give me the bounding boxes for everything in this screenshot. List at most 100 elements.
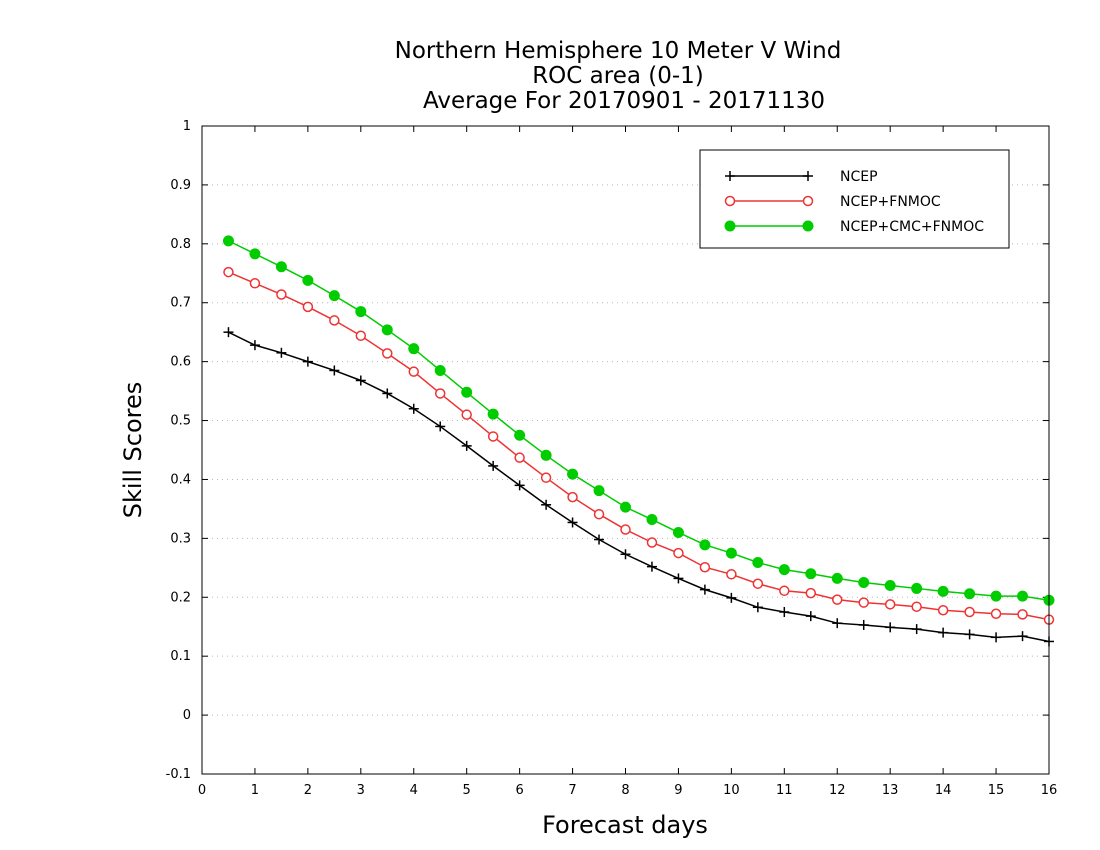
data-point (355, 306, 367, 318)
data-point (514, 429, 526, 441)
data-point (991, 632, 1002, 643)
data-point (488, 460, 499, 471)
data-point (673, 573, 684, 584)
data-point (990, 590, 1002, 602)
x-tick-label: 1 (251, 783, 259, 798)
legend: NCEP NCEP+FNMOC NCEP+CMC+FNMOC (699, 149, 1010, 249)
data-point (964, 629, 975, 640)
chart-title-line-2: ROC area (0-1) (532, 63, 704, 89)
x-tick-label: 7 (568, 783, 576, 798)
data-point (672, 526, 684, 538)
data-point (223, 327, 234, 338)
data-point (593, 508, 605, 520)
data-point (276, 289, 287, 300)
legend-marker-left (724, 220, 736, 232)
legend-marker-left (725, 171, 735, 181)
data-point (964, 588, 976, 600)
x-tick-label: 6 (515, 783, 523, 798)
y-axis-label: Skill Scores (119, 382, 147, 519)
x-tick-label: 11 (776, 783, 793, 798)
data-point (328, 290, 340, 302)
chart-title-line-1: Northern Hemisphere 10 Meter V Wind (395, 38, 842, 64)
legend-marker-right (802, 220, 814, 232)
data-point (302, 356, 313, 367)
data-point (514, 452, 525, 463)
data-point (434, 388, 446, 399)
data-point (540, 472, 552, 483)
data-point (938, 627, 949, 638)
x-tick-label: 4 (410, 783, 418, 798)
data-point (461, 440, 472, 451)
legend-marker-right (803, 171, 813, 181)
data-point (1017, 590, 1029, 602)
data-point (911, 582, 923, 594)
legend-item: NCEP+CMC+FNMOC (724, 219, 984, 235)
x-tick-label: 13 (882, 783, 899, 798)
y-tick-label: 0.2 (170, 590, 191, 605)
data-point (382, 348, 393, 359)
x-tick-label: 14 (935, 783, 952, 798)
data-point (831, 572, 843, 584)
legend-marker-left (724, 195, 736, 207)
legend-item: NCEP (725, 169, 878, 185)
y-tick-label: 0.4 (170, 472, 191, 487)
y-tick-label: 0.3 (170, 531, 191, 546)
data-point (408, 403, 419, 414)
data-point (911, 624, 922, 635)
data-point (461, 386, 473, 398)
y-tick-label: 0.1 (170, 649, 191, 664)
x-tick-label: 9 (674, 783, 682, 798)
data-point (620, 549, 631, 560)
data-point (673, 547, 684, 559)
data-point (752, 557, 764, 569)
data-point (302, 274, 314, 286)
series-line (228, 271, 1050, 621)
data-point (593, 485, 605, 497)
data-point (805, 568, 817, 580)
data-point (435, 421, 446, 432)
y-tick-label: 0 (183, 708, 191, 723)
chart-title-line-3: Average For 20170901 - 20171130 (423, 88, 825, 114)
y-tick-label: 0.7 (170, 296, 191, 311)
legend-label: NCEP (840, 169, 878, 185)
y-tick-label: -0.1 (166, 767, 191, 782)
data-point (434, 364, 446, 376)
data-point (408, 343, 420, 355)
data-point (779, 585, 790, 597)
y-tick-label: 1 (183, 119, 191, 134)
x-tick-label: 8 (621, 783, 629, 798)
data-point (275, 261, 287, 273)
data-point (752, 602, 763, 613)
data-point (276, 347, 287, 358)
x-tick-label: 16 (1041, 783, 1058, 798)
y-tick-label: 0.6 (170, 355, 191, 370)
data-point (778, 564, 790, 576)
data-point (329, 365, 340, 376)
series-ncep-cmc-fnmoc (222, 235, 1055, 606)
legend-box (699, 149, 1010, 249)
series-line (228, 331, 1050, 643)
legend-item: NCEP+FNMOC (724, 194, 941, 210)
data-point (355, 375, 366, 386)
data-point (461, 409, 472, 420)
data-point (646, 514, 658, 526)
legend-marker-right (802, 195, 814, 207)
legend-label: NCEP+FNMOC (840, 194, 941, 210)
data-point (752, 578, 764, 589)
x-tick-label: 5 (463, 783, 471, 798)
data-point (594, 534, 605, 545)
data-point (567, 491, 578, 503)
data-point (620, 524, 631, 535)
data-point (884, 579, 896, 591)
data-point (699, 539, 711, 551)
x-tick-label: 2 (304, 783, 312, 798)
data-point (726, 569, 737, 580)
legend-label: NCEP+CMC+FNMOC (840, 219, 984, 235)
data-point (646, 561, 657, 572)
data-point (805, 611, 816, 622)
data-point (249, 248, 261, 260)
x-axis-label: Forecast days (542, 811, 708, 839)
data-point (832, 618, 843, 629)
x-tick-label: 12 (829, 783, 846, 798)
x-tick-label: 15 (988, 783, 1005, 798)
